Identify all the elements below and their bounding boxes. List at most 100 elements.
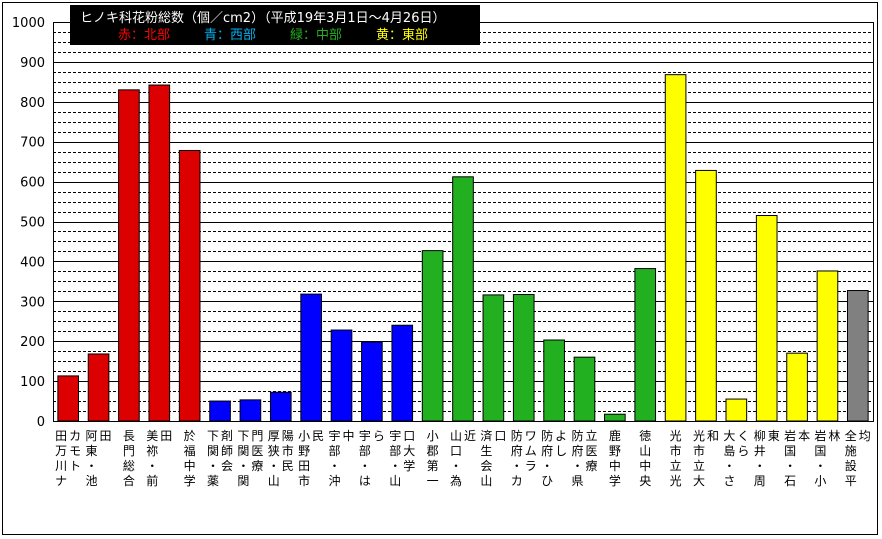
svg-text:全: 全: [845, 428, 857, 443]
bar: [573, 356, 596, 422]
svg-text:中: 中: [184, 458, 196, 473]
bar: [209, 400, 231, 422]
svg-text:・: ・: [754, 459, 766, 473]
svg-text:・: ・: [359, 459, 371, 473]
svg-text:口: 口: [403, 429, 415, 443]
svg-text:施: 施: [845, 444, 857, 458]
svg-text:周: 周: [754, 474, 766, 488]
svg-text:田: 田: [55, 429, 67, 443]
x-tick-label: 厚狭・山 陽市民: [268, 429, 294, 488]
svg-text:狭: 狭: [268, 444, 280, 458]
x-tick-label: 防府・県 立医療: [571, 428, 597, 488]
svg-text:小: 小: [427, 429, 439, 443]
svg-text:井: 井: [754, 444, 766, 458]
svg-text:療: 療: [585, 459, 597, 473]
svg-text:し: し: [555, 444, 567, 458]
svg-text:光: 光: [693, 429, 705, 443]
svg-text:・: ・: [814, 459, 826, 473]
svg-text:は: は: [359, 474, 371, 488]
svg-text:和: 和: [707, 429, 719, 443]
svg-text:一: 一: [427, 474, 439, 488]
svg-text:口: 口: [450, 444, 462, 458]
svg-text:ム: ム: [525, 444, 537, 458]
svg-text:林: 林: [828, 429, 840, 443]
bar: [512, 294, 535, 422]
svg-text:野: 野: [609, 444, 621, 458]
svg-text:立: 立: [693, 458, 705, 473]
bar: [452, 176, 474, 422]
bar: [725, 398, 748, 422]
svg-text:山: 山: [450, 429, 462, 443]
svg-text:・: ・: [268, 459, 280, 473]
x-tick-label: 阿東・池 田: [86, 429, 112, 488]
y-axis: 0 100 200 300 400 500 600 700 800 900 1000: [12, 16, 45, 430]
svg-text:師: 師: [221, 444, 233, 458]
bar: [391, 324, 414, 422]
y-tick-label: 800: [20, 96, 45, 111]
x-tick-label: 美祢・前 田: [146, 429, 172, 488]
svg-text:会: 会: [480, 459, 492, 473]
svg-text:防: 防: [571, 428, 583, 443]
svg-text:央: 央: [639, 474, 651, 488]
svg-text:近: 近: [464, 429, 476, 443]
bar: [361, 341, 383, 422]
svg-text:府: 府: [511, 443, 523, 458]
svg-text:宇: 宇: [359, 429, 371, 443]
bar: [178, 149, 201, 422]
svg-text:府: 府: [571, 443, 583, 458]
bar: [148, 84, 171, 422]
title-background: [70, 5, 480, 45]
svg-text:長: 長: [123, 429, 135, 443]
svg-text:鹿: 鹿: [609, 428, 621, 443]
svg-text:生: 生: [480, 444, 492, 458]
svg-text:部: 部: [329, 443, 341, 458]
bar: [330, 329, 353, 422]
svg-text:学: 学: [403, 458, 415, 473]
y-tick-label: 1000: [12, 16, 45, 31]
svg-text:民: 民: [282, 459, 294, 473]
bar: [300, 293, 322, 422]
svg-text:口: 口: [494, 429, 506, 443]
x-tick-label: 山口・為 近: [450, 429, 476, 488]
bar: [786, 352, 808, 422]
svg-text:医: 医: [251, 444, 263, 458]
title-box: ヒノキ科花粉総数（個／cm2）（平成19年3月1日〜4月26日） 赤：北部 青：西…: [70, 5, 480, 45]
legend-entry: 黄：東部: [376, 27, 428, 43]
bar: [482, 294, 505, 422]
bar: [755, 215, 778, 422]
svg-text:中: 中: [609, 458, 621, 473]
svg-text:・: ・: [511, 459, 523, 473]
svg-text:市: 市: [282, 443, 294, 458]
svg-text:ナ: ナ: [55, 474, 67, 488]
svg-text:立: 立: [585, 428, 597, 443]
svg-text:岩: 岩: [814, 428, 826, 443]
svg-text:さ: さ: [723, 474, 735, 488]
svg-text:為: 為: [450, 474, 462, 488]
y-tick-label: 600: [20, 176, 45, 191]
svg-text:第: 第: [427, 459, 439, 473]
x-tick-label: 岩国・小 林: [814, 428, 840, 488]
svg-text:モ: モ: [69, 444, 81, 458]
svg-text:徳: 徳: [639, 428, 651, 443]
svg-text:会: 会: [221, 459, 233, 473]
bar: [816, 270, 839, 422]
bar: [239, 399, 262, 422]
svg-text:川: 川: [55, 459, 67, 473]
svg-text:剤: 剤: [221, 428, 233, 443]
svg-text:関: 関: [207, 444, 219, 458]
svg-text:大: 大: [403, 444, 415, 458]
svg-text:ひ: ひ: [541, 474, 553, 488]
svg-text:市: 市: [298, 473, 310, 488]
svg-text:厚: 厚: [268, 429, 280, 443]
svg-text:島: 島: [723, 443, 735, 458]
bar: [421, 250, 444, 422]
y-tick-label: 100: [20, 375, 45, 390]
svg-text:・: ・: [723, 459, 735, 473]
bar: [695, 169, 717, 422]
svg-text:中: 中: [639, 458, 651, 473]
svg-text:・: ・: [237, 459, 249, 473]
svg-text:於: 於: [184, 428, 196, 443]
